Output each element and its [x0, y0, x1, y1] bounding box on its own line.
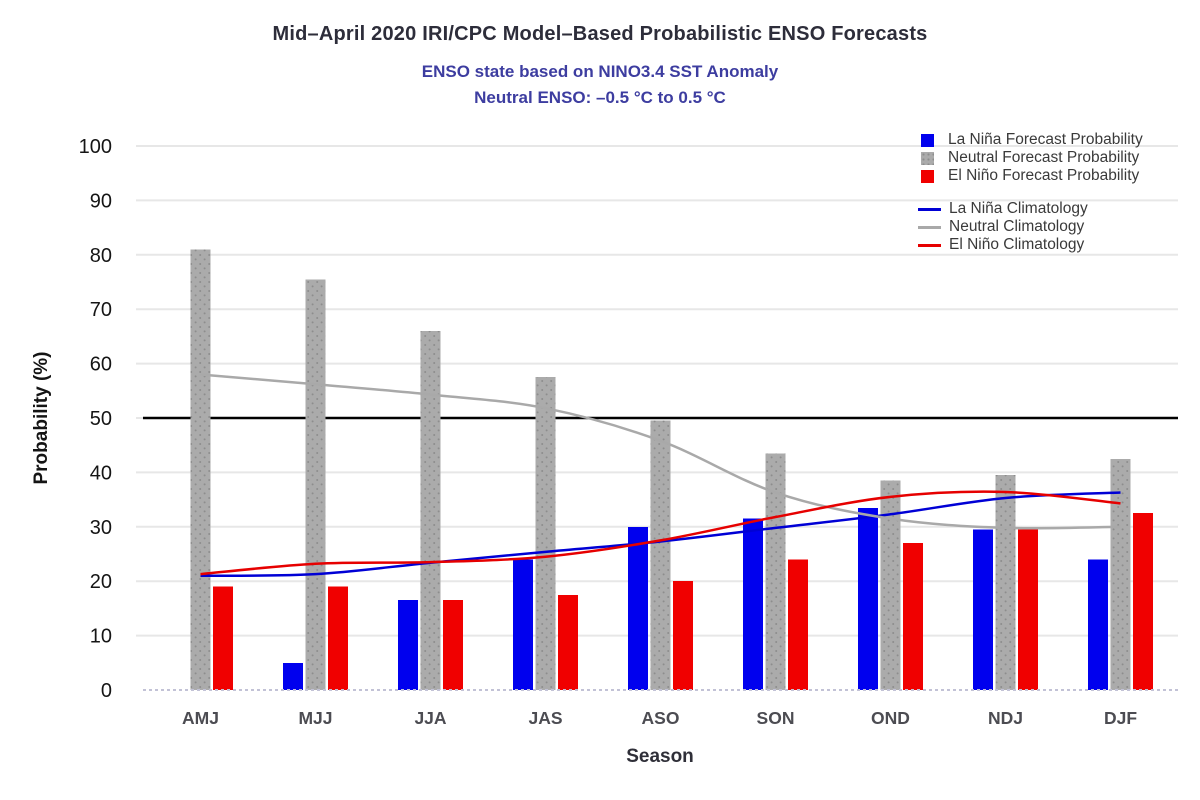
x-tick-label-MJJ: MJJ: [298, 708, 332, 728]
legend-item-la-ni-a-forecast-probability: La Niña Forecast Probability: [915, 131, 1143, 149]
bar-neutral-forecast-probability-ASO: [650, 420, 671, 690]
x-axis-title: Season: [626, 746, 694, 767]
x-tick-label-AMJ: AMJ: [182, 708, 219, 728]
chart-subtitle-line1: ENSO state based on NINO3.4 SST Anomaly: [421, 62, 779, 81]
y-tick-label: 30: [90, 517, 112, 539]
x-tick-label-DJF: DJF: [1104, 708, 1137, 728]
bar-neutral-forecast-probability-JAS: [535, 377, 556, 690]
legend-label: Neutral Forecast Probability: [948, 149, 1140, 166]
legend-item-neutral-climatology: Neutral Climatology: [915, 218, 1143, 236]
bar-la-ni-a-forecast-probability-DJF: [1088, 559, 1108, 690]
bar-la-ni-a-forecast-probability-ASO: [628, 526, 648, 690]
legend-label: El Niño Climatology: [949, 236, 1085, 253]
chart-title: Mid–April 2020 IRI/CPC Model–Based Proba…: [272, 23, 928, 45]
legend-item-el-ni-o-climatology: El Niño Climatology: [915, 236, 1143, 254]
legend-swatch-neutral-climatology-icon: [918, 225, 941, 229]
bar-la-ni-a-forecast-probability-SON: [743, 518, 763, 690]
y-tick-label: 80: [90, 245, 112, 267]
legend-label: La Niña Climatology: [949, 200, 1088, 217]
bar-la-ni-a-forecast-probability-OND: [858, 507, 878, 690]
bar-el-ni-o-forecast-probability-OND: [903, 543, 923, 690]
y-tick-label: 20: [90, 571, 112, 593]
y-tick-label: 90: [90, 190, 112, 212]
bar-neutral-forecast-probability-AMJ: [190, 249, 211, 691]
x-tick-label-SON: SON: [757, 708, 795, 728]
x-tick-label-NDJ: NDJ: [988, 708, 1023, 728]
legend-swatch-el-ni-o-forecast-probability-icon: [921, 169, 934, 183]
legend-label: Neutral Climatology: [949, 218, 1085, 235]
bar-el-ni-o-forecast-probability-SON: [788, 559, 808, 690]
legend-item-neutral-forecast-probability: Neutral Forecast Probability: [915, 149, 1143, 167]
y-axis-title: Probability (%): [31, 351, 52, 485]
legend-swatch-neutral-forecast-probability-icon: [921, 151, 934, 165]
legend-swatch-la-ni-a-forecast-probability-icon: [921, 133, 934, 147]
line-el-ni-o-climatology: [200, 490, 1121, 576]
legend: La Niña Forecast Probability Neutral Fore…: [915, 131, 1143, 254]
chart-subtitle-line2: Neutral ENSO: –0.5 °C to 0.5 °C: [474, 88, 726, 107]
y-tick-label: 70: [90, 299, 112, 321]
y-tick-label: 50: [90, 408, 112, 430]
bar-el-ni-o-forecast-probability-DJF: [1133, 513, 1153, 690]
bar-el-ni-o-forecast-probability-NDJ: [1018, 529, 1038, 690]
legend-swatch-el-ni-o-climatology-icon: [918, 243, 941, 247]
legend-label: El Niño Forecast Probability: [948, 167, 1140, 184]
bar-neutral-forecast-probability-OND: [880, 480, 901, 690]
bar-neutral-forecast-probability-SON: [765, 453, 786, 690]
bar-neutral-forecast-probability-DJF: [1110, 458, 1131, 690]
legend-item-el-ni-o-forecast-probability: El Niño Forecast Probability: [915, 167, 1143, 185]
line-neutral-climatology: [200, 373, 1121, 530]
bar-la-ni-a-forecast-probability-NDJ: [973, 529, 993, 690]
legend-swatch-la-ni-a-climatology-icon: [918, 207, 941, 211]
x-tick-label-OND: OND: [871, 708, 910, 728]
x-tick-label-JAS: JAS: [528, 708, 562, 728]
bar-neutral-forecast-probability-MJJ: [305, 279, 326, 690]
bar-el-ni-o-forecast-probability-MJJ: [328, 586, 348, 690]
bar-la-ni-a-forecast-probability-JJA: [398, 600, 418, 690]
y-tick-label: 0: [101, 680, 112, 702]
legend-item-la-ni-a-climatology: La Niña Climatology: [915, 200, 1143, 218]
bar-el-ni-o-forecast-probability-JAS: [558, 594, 578, 690]
y-tick-label: 60: [90, 354, 112, 376]
bar-la-ni-a-forecast-probability-MJJ: [283, 662, 303, 690]
x-tick-label-JJA: JJA: [414, 708, 446, 728]
legend-label: La Niña Forecast Probability: [948, 131, 1143, 148]
bar-neutral-forecast-probability-NDJ: [995, 475, 1016, 690]
bar-la-ni-a-forecast-probability-JAS: [513, 559, 533, 690]
y-tick-label: 40: [90, 462, 112, 484]
bar-el-ni-o-forecast-probability-JJA: [443, 600, 463, 690]
bar-neutral-forecast-probability-JJA: [420, 330, 441, 690]
x-tick-label-ASO: ASO: [642, 708, 680, 728]
y-tick-label: 100: [79, 136, 112, 158]
bar-el-ni-o-forecast-probability-ASO: [673, 581, 693, 690]
y-tick-label: 10: [90, 626, 112, 648]
bar-el-ni-o-forecast-probability-AMJ: [213, 586, 233, 690]
